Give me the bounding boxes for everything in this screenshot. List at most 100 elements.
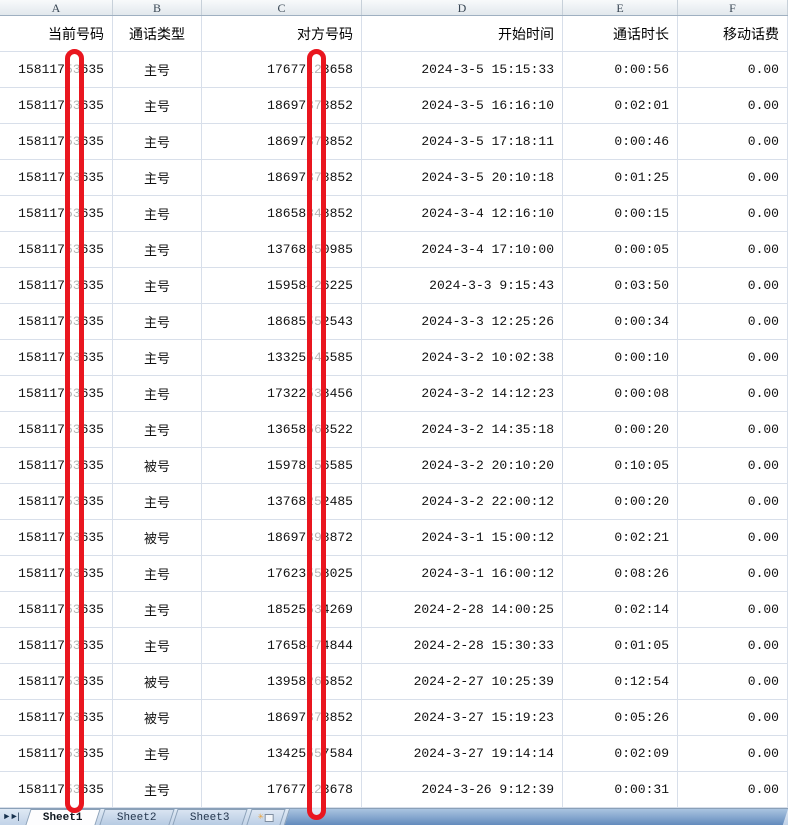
cell-current-number[interactable]: 15811753635 bbox=[0, 52, 113, 87]
cell-mobile-fee[interactable]: 0.00 bbox=[678, 232, 788, 267]
cell-start-time[interactable]: 2024-2-28 15:30:33 bbox=[362, 628, 563, 663]
cell-call-type[interactable]: 被号 bbox=[113, 700, 202, 735]
cell-start-time[interactable]: 2024-3-2 14:12:23 bbox=[362, 376, 563, 411]
cell-current-number[interactable]: 15811753635 bbox=[0, 628, 113, 663]
cell-mobile-fee[interactable]: 0.00 bbox=[678, 340, 788, 375]
cell-current-number[interactable]: 15811753635 bbox=[0, 448, 113, 483]
cell-call-type[interactable]: 主号 bbox=[113, 736, 202, 771]
cell-other-number[interactable]: 17322538456 bbox=[202, 376, 362, 411]
cell-call-duration[interactable]: 0:00:20 bbox=[563, 484, 678, 519]
cell-current-number[interactable]: 15811753635 bbox=[0, 664, 113, 699]
cell-mobile-fee[interactable]: 0.00 bbox=[678, 88, 788, 123]
cell-other-number[interactable]: 18697378852 bbox=[202, 700, 362, 735]
cell-current-number[interactable]: 15811753635 bbox=[0, 376, 113, 411]
cell-start-time[interactable]: 2024-2-28 14:00:25 bbox=[362, 592, 563, 627]
cell-mobile-fee[interactable]: 0.00 bbox=[678, 628, 788, 663]
cell-mobile-fee[interactable]: 0.00 bbox=[678, 124, 788, 159]
cell-call-duration[interactable]: 0:00:08 bbox=[563, 376, 678, 411]
cell-call-duration[interactable]: 0:10:05 bbox=[563, 448, 678, 483]
cell-call-type[interactable]: 主号 bbox=[113, 124, 202, 159]
cell-start-time[interactable]: 2024-2-27 10:25:39 bbox=[362, 664, 563, 699]
insert-worksheet-button[interactable]: ✳ bbox=[246, 809, 286, 825]
field-current-number[interactable]: 当前号码 bbox=[0, 16, 113, 51]
cell-current-number[interactable]: 15811753635 bbox=[0, 412, 113, 447]
cell-start-time[interactable]: 2024-3-26 9:12:39 bbox=[362, 772, 563, 807]
next-sheet-icon[interactable]: ► bbox=[4, 812, 10, 822]
cell-mobile-fee[interactable]: 0.00 bbox=[678, 592, 788, 627]
column-header-a[interactable]: A bbox=[0, 0, 113, 15]
cell-call-duration[interactable]: 0:00:56 bbox=[563, 52, 678, 87]
cell-call-type[interactable]: 主号 bbox=[113, 772, 202, 807]
cell-call-type[interactable]: 主号 bbox=[113, 376, 202, 411]
cell-current-number[interactable]: 15811753635 bbox=[0, 520, 113, 555]
cell-call-type[interactable]: 主号 bbox=[113, 52, 202, 87]
cell-current-number[interactable]: 15811753635 bbox=[0, 160, 113, 195]
cell-call-duration[interactable]: 0:02:21 bbox=[563, 520, 678, 555]
cell-other-number[interactable]: 13768250985 bbox=[202, 232, 362, 267]
column-header-e[interactable]: E bbox=[563, 0, 678, 15]
cell-mobile-fee[interactable]: 0.00 bbox=[678, 268, 788, 303]
column-header-d[interactable]: D bbox=[362, 0, 563, 15]
cell-other-number[interactable]: 17677123658 bbox=[202, 52, 362, 87]
column-header-b[interactable]: B bbox=[113, 0, 202, 15]
cell-other-number[interactable]: 18697378852 bbox=[202, 88, 362, 123]
cell-start-time[interactable]: 2024-3-2 22:00:12 bbox=[362, 484, 563, 519]
field-call-duration[interactable]: 通话时长 bbox=[563, 16, 678, 51]
cell-other-number[interactable]: 15978156585 bbox=[202, 448, 362, 483]
cell-other-number[interactable]: 17623558025 bbox=[202, 556, 362, 591]
cell-mobile-fee[interactable]: 0.00 bbox=[678, 304, 788, 339]
cell-call-type[interactable]: 主号 bbox=[113, 412, 202, 447]
cell-mobile-fee[interactable]: 0.00 bbox=[678, 376, 788, 411]
cell-current-number[interactable]: 15811753635 bbox=[0, 592, 113, 627]
cell-current-number[interactable]: 15811753635 bbox=[0, 772, 113, 807]
cell-other-number[interactable]: 18685552543 bbox=[202, 304, 362, 339]
cell-current-number[interactable]: 15811753635 bbox=[0, 196, 113, 231]
cell-start-time[interactable]: 2024-3-27 15:19:23 bbox=[362, 700, 563, 735]
cell-start-time[interactable]: 2024-3-3 9:15:43 bbox=[362, 268, 563, 303]
cell-current-number[interactable]: 15811753635 bbox=[0, 124, 113, 159]
cell-current-number[interactable]: 15811753635 bbox=[0, 268, 113, 303]
cell-call-duration[interactable]: 0:00:20 bbox=[563, 412, 678, 447]
cell-other-number[interactable]: 13958265852 bbox=[202, 664, 362, 699]
cell-mobile-fee[interactable]: 0.00 bbox=[678, 196, 788, 231]
cell-call-type[interactable]: 主号 bbox=[113, 304, 202, 339]
cell-current-number[interactable]: 15811753635 bbox=[0, 304, 113, 339]
cell-start-time[interactable]: 2024-3-4 17:10:00 bbox=[362, 232, 563, 267]
cell-mobile-fee[interactable]: 0.00 bbox=[678, 700, 788, 735]
cell-call-type[interactable]: 主号 bbox=[113, 268, 202, 303]
column-header-f[interactable]: F bbox=[678, 0, 788, 15]
cell-other-number[interactable]: 18658848852 bbox=[202, 196, 362, 231]
column-header-c[interactable]: C bbox=[202, 0, 362, 15]
cell-call-type[interactable]: 主号 bbox=[113, 160, 202, 195]
cell-other-number[interactable]: 13768252485 bbox=[202, 484, 362, 519]
cell-call-type[interactable]: 主号 bbox=[113, 628, 202, 663]
cell-call-duration[interactable]: 0:00:15 bbox=[563, 196, 678, 231]
cell-current-number[interactable]: 15811753635 bbox=[0, 232, 113, 267]
cell-call-duration[interactable]: 0:02:09 bbox=[563, 736, 678, 771]
cell-start-time[interactable]: 2024-3-5 16:16:10 bbox=[362, 88, 563, 123]
cell-call-type[interactable]: 被号 bbox=[113, 664, 202, 699]
cell-other-number[interactable]: 13425557584 bbox=[202, 736, 362, 771]
cell-other-number[interactable]: 15958426225 bbox=[202, 268, 362, 303]
cell-call-duration[interactable]: 0:00:05 bbox=[563, 232, 678, 267]
cell-call-duration[interactable]: 0:00:31 bbox=[563, 772, 678, 807]
cell-start-time[interactable]: 2024-3-1 16:00:12 bbox=[362, 556, 563, 591]
cell-call-duration[interactable]: 0:08:26 bbox=[563, 556, 678, 591]
cell-mobile-fee[interactable]: 0.00 bbox=[678, 448, 788, 483]
cell-other-number[interactable]: 18697398872 bbox=[202, 520, 362, 555]
cell-start-time[interactable]: 2024-3-1 15:00:12 bbox=[362, 520, 563, 555]
cell-start-time[interactable]: 2024-3-5 17:18:11 bbox=[362, 124, 563, 159]
cell-call-type[interactable]: 主号 bbox=[113, 592, 202, 627]
cell-other-number[interactable]: 17677123678 bbox=[202, 772, 362, 807]
cell-start-time[interactable]: 2024-3-2 20:10:20 bbox=[362, 448, 563, 483]
cell-call-type[interactable]: 主号 bbox=[113, 556, 202, 591]
last-sheet-icon[interactable]: ►| bbox=[11, 812, 21, 822]
cell-call-type[interactable]: 被号 bbox=[113, 520, 202, 555]
field-call-type[interactable]: 通话类型 bbox=[113, 16, 202, 51]
field-mobile-fee[interactable]: 移动话费 bbox=[678, 16, 788, 51]
cell-mobile-fee[interactable]: 0.00 bbox=[678, 736, 788, 771]
cell-start-time[interactable]: 2024-3-27 19:14:14 bbox=[362, 736, 563, 771]
cell-call-type[interactable]: 主号 bbox=[113, 340, 202, 375]
cell-call-duration[interactable]: 0:12:54 bbox=[563, 664, 678, 699]
cell-current-number[interactable]: 15811753635 bbox=[0, 700, 113, 735]
